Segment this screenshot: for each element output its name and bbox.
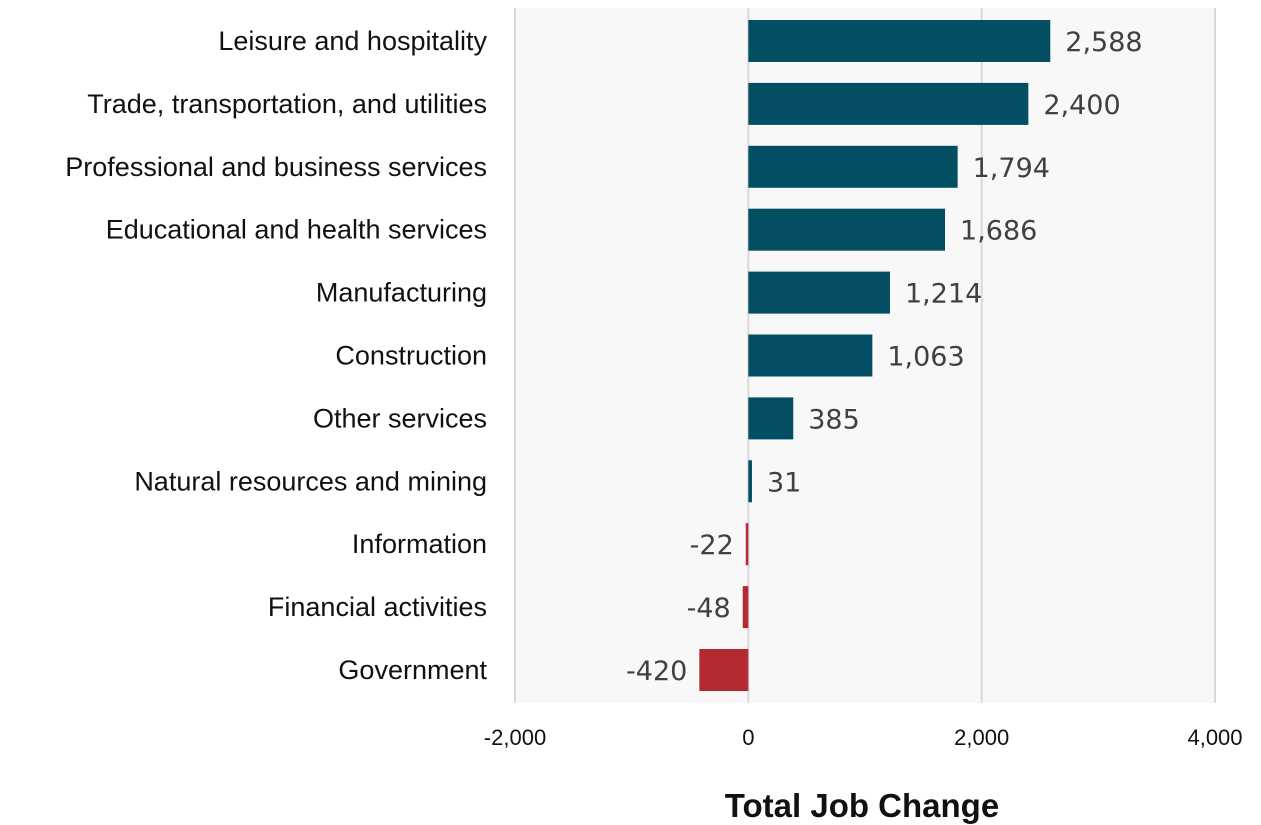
category-label: Construction xyxy=(335,341,487,371)
bar xyxy=(748,460,752,503)
category-label: Manufacturing xyxy=(316,278,487,308)
bar xyxy=(748,271,890,314)
bar xyxy=(748,397,794,440)
bars xyxy=(699,20,1051,691)
category-label: Natural resources and mining xyxy=(134,466,487,496)
bar xyxy=(745,523,749,566)
value-label: -22 xyxy=(690,530,734,561)
category-label: Professional and business services xyxy=(65,152,487,182)
x-tick-label: 4,000 xyxy=(1187,725,1242,750)
value-label: 2,400 xyxy=(1043,90,1120,121)
value-label: 1,794 xyxy=(973,153,1050,184)
bar xyxy=(748,82,1029,125)
value-label: 31 xyxy=(767,467,801,498)
x-tick-label: 0 xyxy=(742,725,754,750)
value-label: 1,686 xyxy=(960,216,1037,247)
category-label: Other services xyxy=(313,403,487,433)
category-label: Leisure and hospitality xyxy=(218,26,487,56)
category-labels: Leisure and hospitality Trade, transporta… xyxy=(65,26,487,685)
x-tick-label: 2,000 xyxy=(954,725,1009,750)
x-tick-labels: -2,000 0 2,000 4,000 xyxy=(484,725,1243,750)
bar xyxy=(748,145,958,188)
bar xyxy=(699,649,749,691)
x-axis-title: Total Job Change xyxy=(725,787,999,824)
category-label: Trade, transportation, and utilities xyxy=(87,89,487,119)
value-label: 2,588 xyxy=(1065,27,1142,58)
category-label: Educational and health services xyxy=(106,215,487,245)
value-label: -420 xyxy=(626,656,687,687)
bar xyxy=(748,20,1051,62)
bar xyxy=(748,208,946,251)
value-label: 385 xyxy=(808,404,860,435)
x-tick-label: -2,000 xyxy=(484,725,546,750)
category-label: Government xyxy=(338,655,487,685)
bar xyxy=(742,586,749,629)
value-label: 1,063 xyxy=(887,342,964,373)
value-labels: 2,588 2,400 1,794 1,686 1,214 1,063 385 31 -22 -4… xyxy=(626,27,1143,687)
category-label: Information xyxy=(352,529,487,559)
category-label: Financial activities xyxy=(268,592,487,622)
value-label: 1,214 xyxy=(905,279,982,310)
value-label: -48 xyxy=(687,593,731,624)
bar xyxy=(748,334,873,377)
